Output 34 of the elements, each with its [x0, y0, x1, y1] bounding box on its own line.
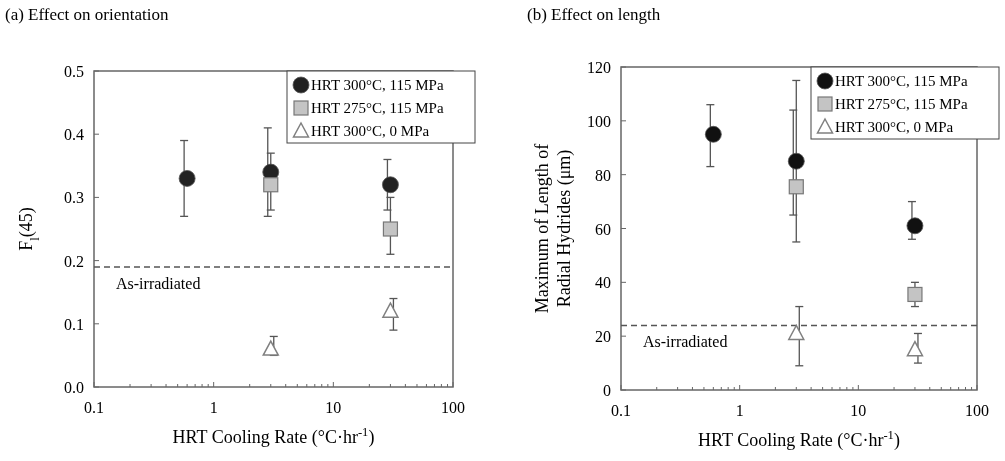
x-tick-label: 1	[209, 399, 218, 416]
y-tick-label: 0.4	[64, 126, 84, 144]
ref-line-label: As-irradiated	[116, 274, 201, 292]
y-tick-label: 60	[595, 220, 611, 238]
legend-label: HRT 275°C, 115 MPa	[835, 96, 968, 112]
y-tick-label: 40	[595, 274, 611, 292]
y-tick-label: 120	[587, 59, 611, 76]
x-tick-label: 0.1	[84, 399, 104, 416]
legend-label: HRT 300°C, 115 MPa	[311, 77, 444, 93]
x-tick-label: 10	[325, 399, 342, 416]
ref-line-label: As-irradiated	[643, 333, 728, 351]
y-tick-label: 100	[587, 112, 611, 130]
y-axis-title: Maximum of Length of Radial Hydrides (μm)	[532, 143, 575, 314]
x-tick-label: 10	[850, 402, 867, 419]
y-tick-label: 0.5	[64, 63, 84, 80]
y-tick-label: 0	[603, 382, 611, 399]
y-tick-label: 80	[595, 166, 611, 184]
legend-label: HRT 300°C, 0 MPa	[311, 123, 430, 139]
y-tick-label: 0.1	[64, 315, 84, 333]
x-axis-title: HRT Cooling Rate (°C·hr$^{-1}$)	[698, 428, 900, 451]
y-tick-label: 20	[595, 328, 611, 346]
x-tick-label: 100	[965, 402, 989, 419]
legend-label: HRT 275°C, 115 MPa	[311, 100, 444, 116]
y-tick-label: 0.2	[64, 252, 84, 270]
legend-label: HRT 300°C, 115 MPa	[835, 73, 968, 89]
chart-title: (a) Effect on orientation	[5, 5, 169, 24]
legend-label: HRT 300°C, 0 MPa	[835, 119, 954, 135]
y-tick-label: 0.3	[64, 189, 84, 207]
x-tick-label: 0.1	[611, 402, 631, 419]
x-tick-label: 100	[441, 399, 465, 416]
x-axis-title: HRT Cooling Rate (°C·hr$^{-1}$)	[172, 425, 375, 448]
chart-title: (b) Effect on length	[527, 5, 661, 24]
y-tick-label: 0.0	[64, 379, 84, 396]
x-tick-label: 1	[735, 402, 744, 419]
